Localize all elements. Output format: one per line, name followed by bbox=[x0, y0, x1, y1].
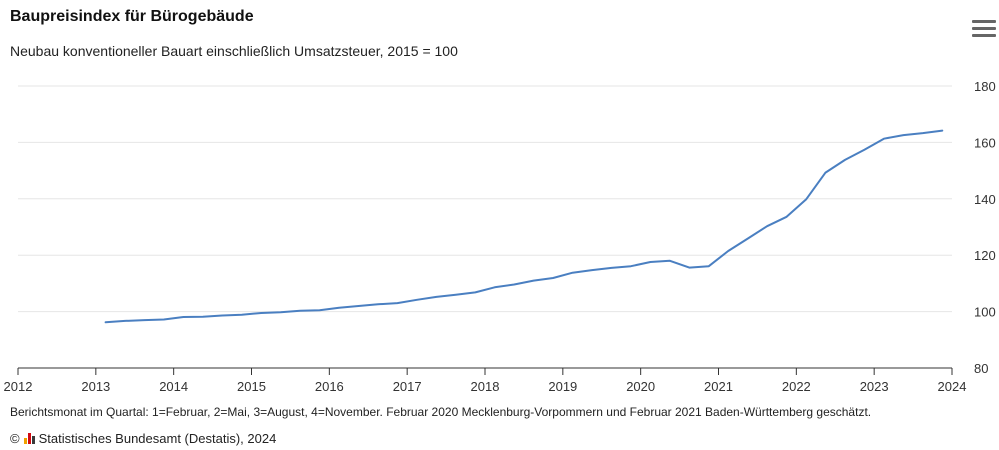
grid-lines bbox=[18, 85, 952, 313]
data-point[interactable] bbox=[878, 133, 890, 145]
data-point[interactable] bbox=[567, 267, 579, 279]
x-tick-label-2017: 2017 bbox=[393, 379, 422, 394]
data-point[interactable] bbox=[469, 286, 481, 298]
data-point[interactable] bbox=[294, 305, 306, 317]
data-point[interactable] bbox=[742, 233, 754, 245]
x-tick-label-2023: 2023 bbox=[860, 379, 889, 394]
data-point[interactable] bbox=[820, 167, 832, 179]
credits-text: Statistisches Bundesamt (Destatis), 2024 bbox=[38, 431, 277, 446]
x-tick-label-2020: 2020 bbox=[626, 379, 655, 394]
data-point[interactable] bbox=[333, 302, 345, 314]
menu-bar bbox=[972, 27, 996, 30]
y-axis-ticks: 80 100 120 140 160 180 bbox=[974, 79, 996, 376]
y-tick-label-100: 100 bbox=[974, 305, 996, 320]
data-point[interactable] bbox=[917, 127, 929, 139]
data-point[interactable] bbox=[508, 279, 520, 291]
data-point[interactable] bbox=[897, 129, 909, 141]
hamburger-menu-icon[interactable] bbox=[972, 20, 996, 40]
data-point[interactable] bbox=[372, 298, 384, 310]
destatis-logo-icon bbox=[23, 433, 35, 444]
credits[interactable]: © Statistisches Bundesamt (Destatis), 20… bbox=[10, 431, 276, 446]
data-point[interactable] bbox=[158, 313, 170, 325]
data-point[interactable] bbox=[703, 260, 715, 272]
data-point[interactable] bbox=[197, 311, 209, 323]
data-point[interactable] bbox=[547, 272, 559, 284]
data-point[interactable] bbox=[625, 260, 637, 272]
y-tick-label-140: 140 bbox=[974, 192, 996, 207]
data-point[interactable] bbox=[664, 255, 676, 267]
data-point[interactable] bbox=[450, 289, 462, 301]
data-point[interactable] bbox=[936, 125, 948, 137]
data-point[interactable] bbox=[411, 294, 423, 306]
data-point[interactable] bbox=[858, 144, 870, 156]
x-axis: 2012 2013 2014 2015 2016 2017 2018 2019 2020 2021… bbox=[4, 367, 967, 394]
x-tick-label-2021: 2021 bbox=[704, 379, 733, 394]
chart-title: Baupreisindex für Bürogebäude bbox=[10, 8, 254, 25]
data-point[interactable] bbox=[255, 307, 267, 319]
menu-bar bbox=[972, 20, 996, 23]
x-tick-label-2022: 2022 bbox=[782, 379, 811, 394]
x-tick-label-2014: 2014 bbox=[159, 379, 188, 394]
data-point[interactable] bbox=[722, 245, 734, 257]
series-line-0 bbox=[104, 129, 944, 324]
data-point[interactable] bbox=[236, 309, 248, 321]
data-point[interactable] bbox=[683, 262, 695, 274]
data-point[interactable] bbox=[353, 300, 365, 312]
x-tick-label-2018: 2018 bbox=[471, 379, 500, 394]
y-tick-label-80: 80 bbox=[974, 361, 988, 376]
data-point[interactable] bbox=[528, 275, 540, 287]
x-tick-label-2016: 2016 bbox=[315, 379, 344, 394]
data-point[interactable] bbox=[489, 281, 501, 293]
data-point[interactable] bbox=[781, 211, 793, 223]
data-point[interactable] bbox=[177, 311, 189, 323]
chart-subtitle: Neubau konventioneller Bauart einschließ… bbox=[10, 43, 458, 59]
data-point[interactable] bbox=[644, 256, 656, 268]
y-tick-label-160: 160 bbox=[974, 135, 996, 150]
y-tick-label-120: 120 bbox=[974, 248, 996, 263]
x-tick-label-2019: 2019 bbox=[548, 379, 577, 394]
data-point[interactable] bbox=[119, 315, 131, 327]
data-point[interactable] bbox=[275, 306, 287, 318]
data-point[interactable] bbox=[216, 310, 228, 322]
data-point[interactable] bbox=[761, 220, 773, 232]
data-point[interactable] bbox=[138, 314, 150, 326]
data-point[interactable] bbox=[586, 264, 598, 276]
x-tick-label-2013: 2013 bbox=[81, 379, 110, 394]
data-point[interactable] bbox=[430, 291, 442, 303]
data-point[interactable] bbox=[839, 154, 851, 166]
series-layer bbox=[100, 125, 948, 328]
x-tick-label-2024: 2024 bbox=[938, 379, 967, 394]
menu-bar bbox=[972, 34, 996, 37]
copyright-symbol: © bbox=[10, 431, 20, 446]
data-point[interactable] bbox=[800, 193, 812, 205]
y-tick-label-180: 180 bbox=[974, 79, 996, 94]
x-tick-label-2015: 2015 bbox=[237, 379, 266, 394]
data-point[interactable] bbox=[100, 316, 112, 328]
x-tick-label-2012: 2012 bbox=[4, 379, 33, 394]
data-point[interactable] bbox=[314, 304, 326, 316]
data-point[interactable] bbox=[391, 297, 403, 309]
footnote: Berichtsmonat im Quartal: 1=Februar, 2=M… bbox=[10, 405, 872, 419]
data-point[interactable] bbox=[605, 262, 617, 274]
